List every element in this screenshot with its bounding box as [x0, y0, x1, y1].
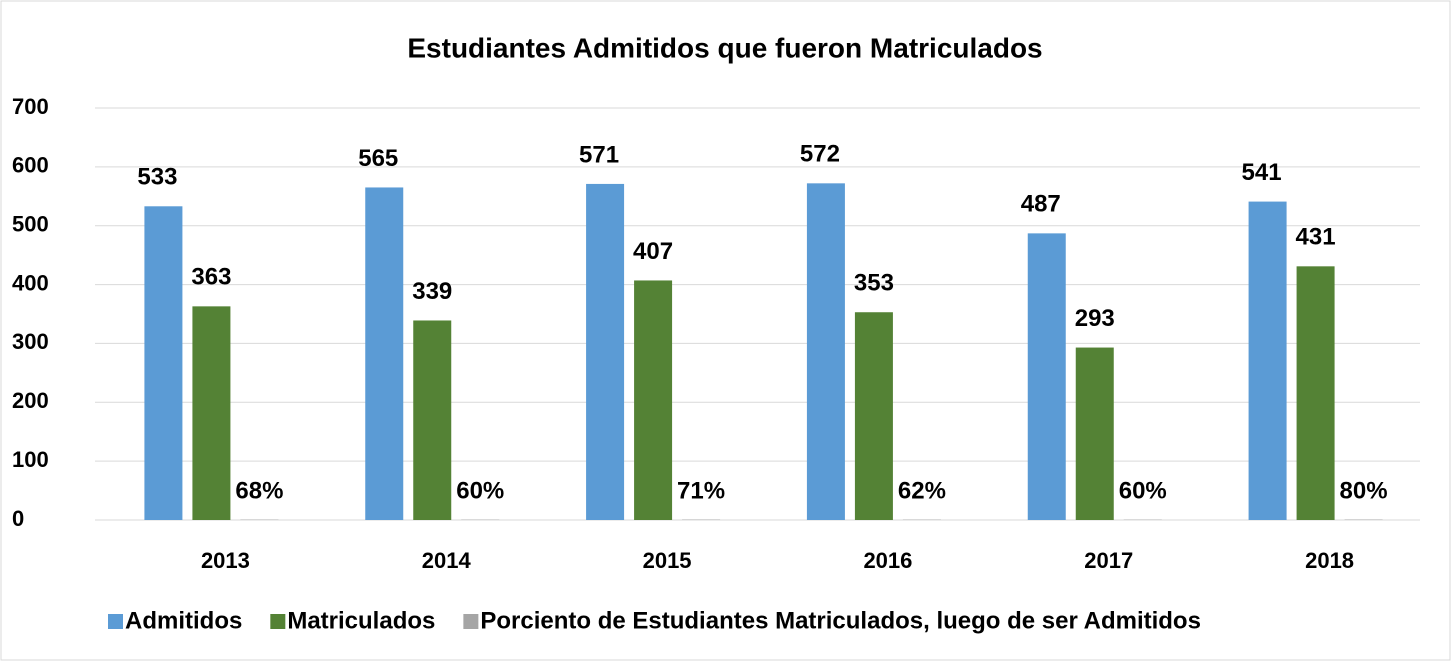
data-label: 571: [579, 141, 619, 168]
bar: [1248, 201, 1287, 520]
data-label: 541: [1242, 159, 1282, 186]
data-label: 363: [191, 264, 231, 291]
y-tick-label: 400: [12, 270, 49, 295]
y-tick-label: 500: [12, 212, 49, 237]
x-tick-label: 2015: [643, 548, 692, 573]
bar: [365, 187, 404, 520]
bar: [634, 280, 673, 520]
data-label: 572: [800, 141, 840, 168]
x-tick-label: 2013: [201, 548, 250, 573]
bar: [192, 306, 231, 520]
legend-swatch: [463, 614, 479, 629]
bar: [854, 312, 893, 520]
bar: [1027, 233, 1066, 520]
y-tick-label: 600: [12, 153, 49, 178]
x-tick-label: 2014: [422, 548, 472, 573]
legend-swatch: [270, 614, 286, 629]
x-tick-label: 2018: [1305, 548, 1354, 573]
data-label: 339: [412, 278, 452, 305]
x-tick-label: 2016: [863, 548, 912, 573]
legend-swatch: [108, 614, 123, 629]
x-tick-label: 2017: [1084, 548, 1133, 573]
legend-label: Porciento de Estudiantes Matriculados, l…: [480, 607, 1201, 634]
y-tick-label: 0: [12, 506, 24, 531]
data-label: 80%: [1340, 477, 1388, 504]
data-label: 353: [854, 270, 894, 297]
bar: [144, 206, 183, 520]
legend-label: Matriculados: [287, 607, 435, 634]
data-label: 487: [1021, 191, 1061, 218]
data-label: 71%: [677, 477, 725, 504]
y-tick-label: 200: [12, 388, 49, 413]
data-label: 431: [1296, 224, 1336, 251]
legend-label: Admitidos: [125, 607, 242, 634]
bar: [1075, 347, 1114, 520]
data-label: 533: [137, 164, 177, 191]
y-tick-label: 100: [12, 447, 49, 472]
data-label: 60%: [1119, 477, 1167, 504]
data-label: 407: [633, 238, 673, 265]
data-label: 68%: [235, 477, 283, 504]
bar: [806, 183, 845, 520]
bar: [586, 183, 625, 520]
bar: [413, 320, 452, 520]
bar: [1296, 266, 1335, 520]
data-label: 60%: [456, 477, 504, 504]
data-label: 293: [1075, 305, 1115, 332]
data-label: 62%: [898, 477, 946, 504]
y-tick-label: 700: [12, 94, 49, 119]
data-label: 565: [358, 145, 398, 172]
y-tick-label: 300: [12, 329, 49, 354]
chart-title: Estudiantes Admitidos que fueron Matricu…: [407, 32, 1042, 63]
